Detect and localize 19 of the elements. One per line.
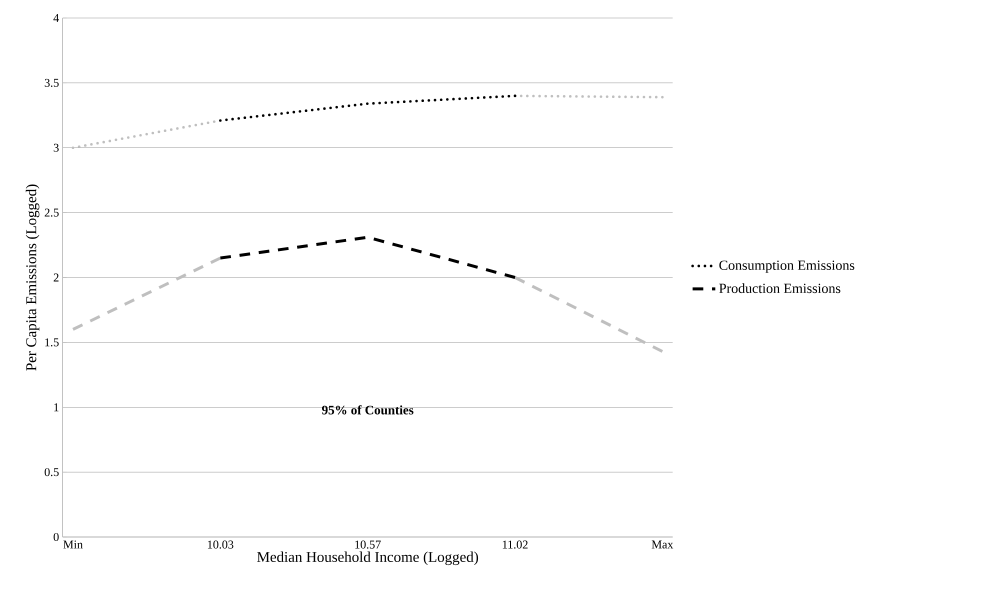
y-tick-label: 1.5 — [45, 338, 59, 346]
x-tick-label: 10.03 — [208, 540, 234, 549]
y-axis-title: Per Capita Emissions (Logged) — [26, 184, 40, 371]
x-tick-label: 10.57 — [355, 540, 381, 549]
x-axis-title: Median Household Income (Logged) — [257, 552, 478, 566]
y-tick-label: 4 — [53, 14, 59, 22]
y-tick-label: 0.5 — [44, 468, 59, 476]
y-tick-label: 2.5 — [44, 208, 59, 217]
legend-label: Consumption Emissions — [719, 260, 854, 273]
x-tick-label: 11.02 — [502, 540, 528, 549]
x-tick-label: Max — [652, 540, 674, 548]
y-tick-label: 1 — [54, 403, 58, 412]
y-tick-label: 0 — [54, 532, 59, 542]
y-tick-label: 3.5 — [44, 78, 59, 87]
y-tick-label: 3 — [54, 144, 59, 152]
x-tick-label: Min — [63, 540, 83, 548]
y-tick-label: 2 — [54, 274, 58, 282]
annotation: 95% of Counties — [322, 405, 414, 414]
legend-label: Production Emissions — [719, 283, 840, 294]
